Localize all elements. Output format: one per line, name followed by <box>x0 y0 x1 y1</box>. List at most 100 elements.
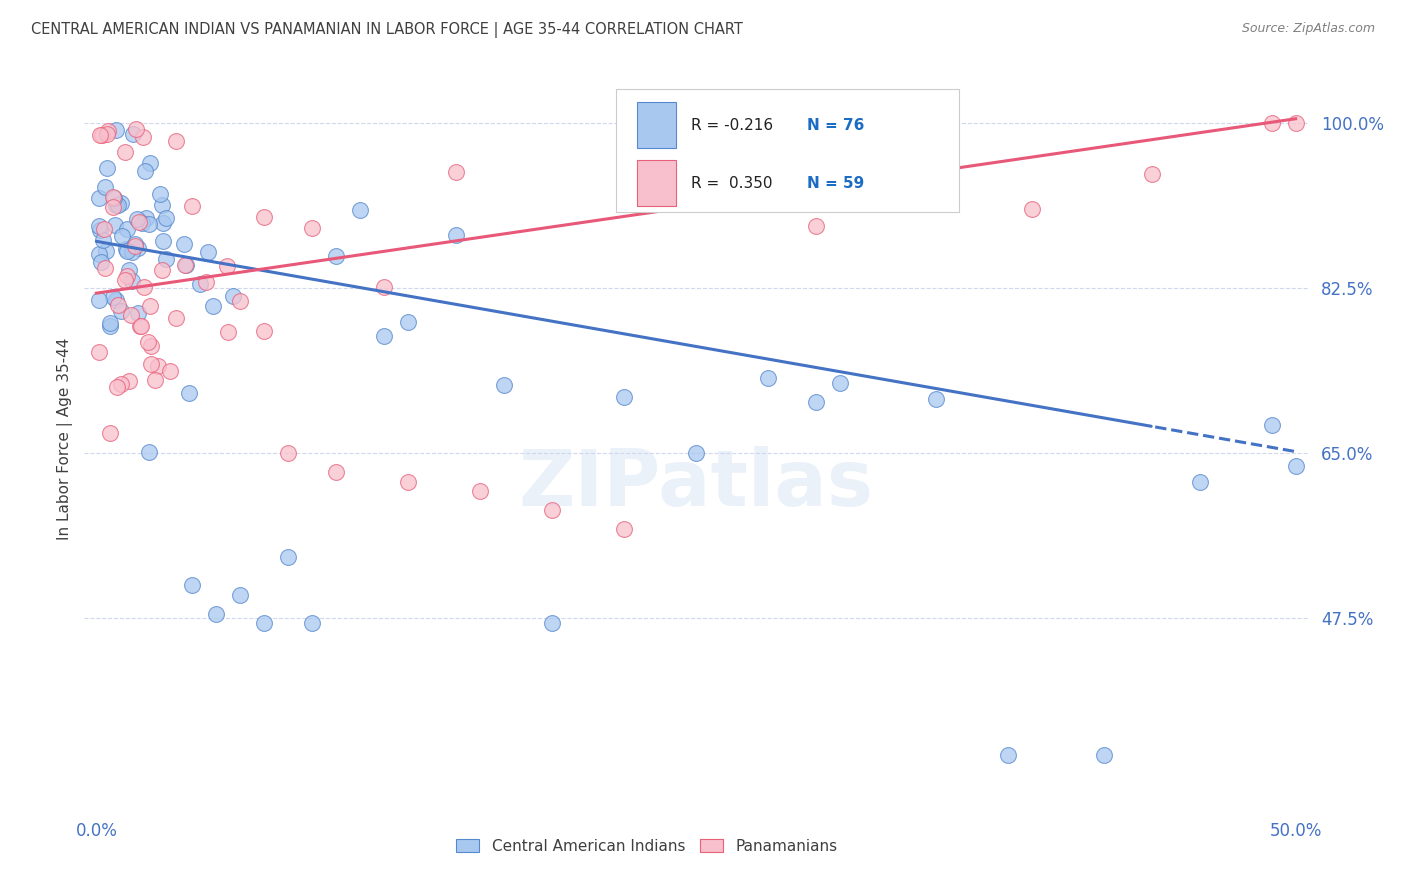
Text: CENTRAL AMERICAN INDIAN VS PANAMANIAN IN LABOR FORCE | AGE 35-44 CORRELATION CHA: CENTRAL AMERICAN INDIAN VS PANAMANIAN IN… <box>31 22 742 38</box>
Point <box>134 164 156 178</box>
Point <box>756 371 779 385</box>
Point <box>997 748 1019 763</box>
Point <box>105 293 128 307</box>
Point <box>373 280 395 294</box>
FancyBboxPatch shape <box>637 103 676 148</box>
Point <box>127 241 149 255</box>
Text: ZIPatlas: ZIPatlas <box>519 446 873 522</box>
Point <box>87 191 110 205</box>
Point <box>277 446 299 460</box>
Point <box>1260 116 1282 130</box>
Point <box>118 375 141 389</box>
Point <box>96 161 118 176</box>
Point <box>114 145 136 160</box>
Point <box>1284 458 1306 473</box>
Point <box>188 277 211 291</box>
Point <box>181 199 204 213</box>
Point <box>277 550 299 565</box>
Point <box>217 326 239 340</box>
Point <box>925 392 948 406</box>
Point <box>121 274 143 288</box>
Point <box>101 200 124 214</box>
Point <box>253 616 276 631</box>
Text: N = 59: N = 59 <box>807 176 865 191</box>
Text: Source: ZipAtlas.com: Source: ZipAtlas.com <box>1241 22 1375 36</box>
Point <box>494 378 516 392</box>
Point <box>173 236 195 251</box>
Point <box>131 216 153 230</box>
Point <box>114 273 136 287</box>
Point <box>173 259 195 273</box>
Point <box>325 249 347 263</box>
Point <box>150 198 173 212</box>
Point <box>396 316 419 330</box>
Point <box>176 258 198 272</box>
Point <box>107 380 129 394</box>
Point <box>804 395 827 409</box>
Point <box>177 386 200 401</box>
Point <box>121 244 143 259</box>
Point <box>444 228 467 243</box>
Point <box>613 390 636 404</box>
Point <box>373 329 395 343</box>
Point <box>468 484 491 499</box>
Point <box>139 300 162 314</box>
Point <box>132 130 155 145</box>
Point <box>94 260 117 275</box>
Point <box>128 215 150 229</box>
Point <box>124 236 146 251</box>
Y-axis label: In Labor Force | Age 35-44: In Labor Force | Age 35-44 <box>58 338 73 541</box>
Point <box>146 359 169 373</box>
Point <box>149 187 172 202</box>
Point <box>91 233 114 247</box>
Text: N = 76: N = 76 <box>807 118 865 133</box>
Point <box>229 293 252 308</box>
Point <box>115 269 138 284</box>
Point <box>125 211 148 226</box>
Point <box>101 290 124 304</box>
Point <box>541 503 564 517</box>
Point <box>205 607 228 621</box>
Point <box>110 196 132 211</box>
Point <box>613 522 636 536</box>
Point <box>155 211 177 225</box>
Point <box>110 303 132 318</box>
Point <box>87 246 110 260</box>
Point <box>1140 167 1163 181</box>
Point <box>202 299 225 313</box>
Point <box>120 309 142 323</box>
Point <box>135 211 157 225</box>
Point <box>138 217 160 231</box>
Point <box>152 234 174 248</box>
Point <box>301 616 323 631</box>
Point <box>159 364 181 378</box>
Point <box>1284 116 1306 130</box>
Point <box>89 223 111 237</box>
Point <box>97 124 120 138</box>
Point <box>349 203 371 218</box>
Point <box>96 127 118 141</box>
Point <box>197 245 219 260</box>
Point <box>1260 417 1282 432</box>
Point <box>105 198 128 212</box>
Point <box>541 616 564 631</box>
Point <box>107 198 129 212</box>
Point <box>87 219 110 234</box>
Point <box>93 222 115 236</box>
Point <box>104 123 127 137</box>
Point <box>138 445 160 459</box>
Point <box>125 121 148 136</box>
Point <box>121 127 143 141</box>
Point <box>685 188 707 202</box>
Point <box>98 316 121 330</box>
Point <box>107 298 129 312</box>
Point <box>396 475 419 489</box>
Point <box>136 335 159 350</box>
Point <box>325 465 347 479</box>
Point <box>155 252 177 267</box>
Point <box>87 345 110 359</box>
Point <box>165 310 187 325</box>
Point <box>925 116 948 130</box>
Point <box>101 190 124 204</box>
Point <box>128 318 150 333</box>
